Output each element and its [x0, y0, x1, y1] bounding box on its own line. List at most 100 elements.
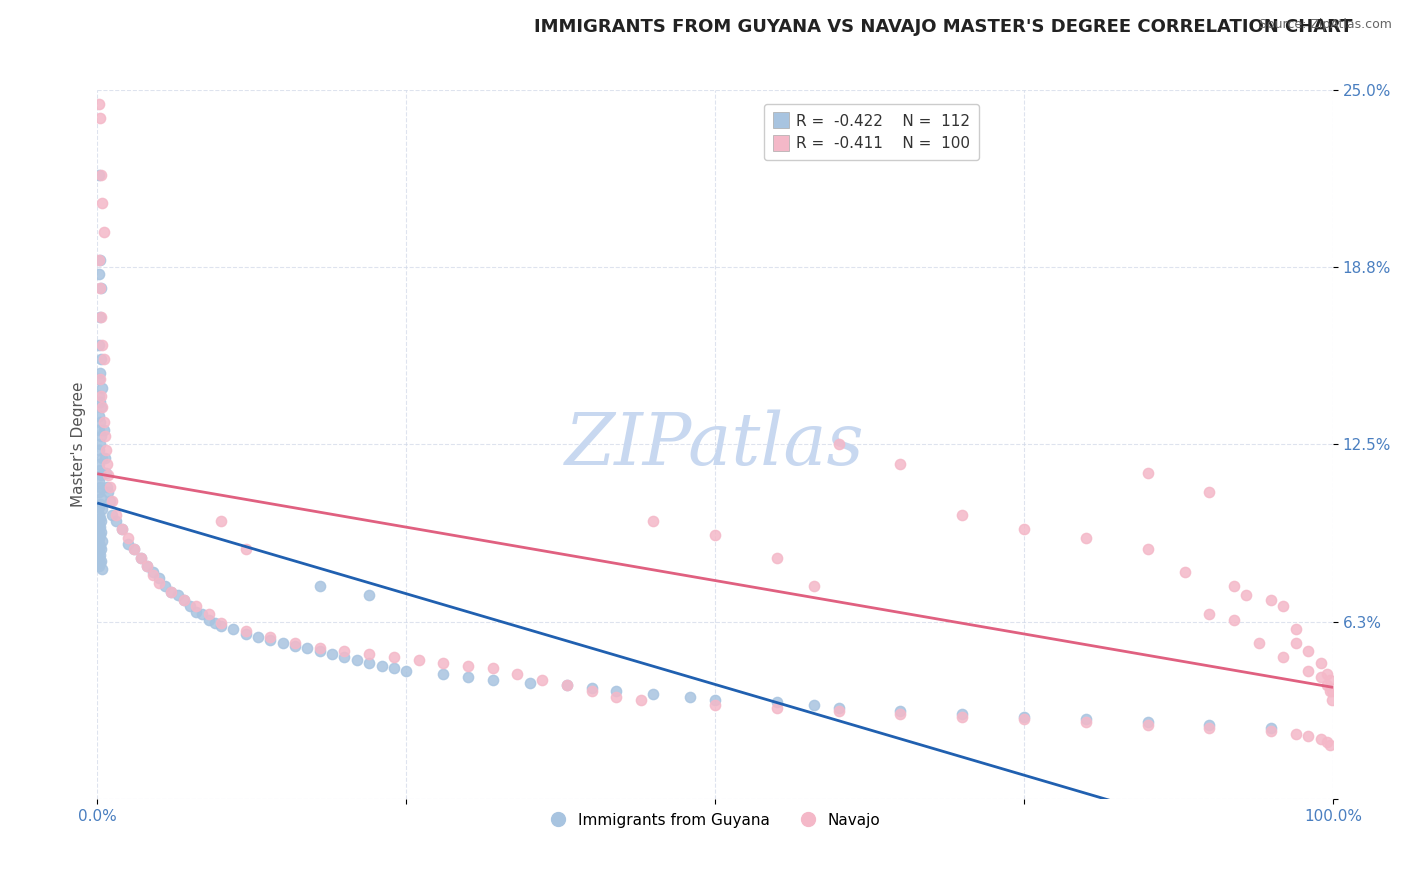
Point	[89, 519, 111, 533]
Point	[89, 511, 111, 525]
Point	[111, 522, 134, 536]
Point	[89, 497, 111, 511]
Point	[104, 514, 127, 528]
Point	[370, 658, 392, 673]
Point	[1316, 678, 1339, 692]
Point	[235, 542, 257, 557]
Point	[1319, 673, 1341, 687]
Point	[803, 698, 825, 713]
Point	[89, 528, 111, 542]
Point	[90, 514, 112, 528]
Point	[679, 690, 702, 704]
Point	[235, 624, 257, 639]
Point	[129, 550, 152, 565]
Point	[87, 442, 110, 457]
Point	[89, 394, 111, 409]
Point	[284, 639, 307, 653]
Point	[87, 500, 110, 514]
Point	[630, 692, 652, 706]
Point	[89, 367, 111, 381]
Point	[87, 168, 110, 182]
Point	[87, 474, 110, 488]
Point	[1272, 599, 1295, 613]
Point	[186, 605, 208, 619]
Point	[889, 704, 911, 718]
Point	[135, 559, 157, 574]
Point	[209, 619, 232, 633]
Point	[1272, 650, 1295, 665]
Point	[1296, 644, 1319, 658]
Point	[1320, 692, 1343, 706]
Point	[382, 661, 405, 675]
Point	[87, 338, 110, 352]
Point	[346, 653, 368, 667]
Point	[1074, 531, 1097, 545]
Point	[1074, 713, 1097, 727]
Point	[828, 701, 851, 715]
Point	[89, 281, 111, 295]
Point	[828, 437, 851, 451]
Point	[94, 442, 117, 457]
Point	[160, 584, 183, 599]
Point	[90, 468, 112, 483]
Point	[1309, 656, 1331, 670]
Point	[173, 593, 195, 607]
Point	[93, 423, 115, 437]
Point	[87, 96, 110, 111]
Point	[1296, 730, 1319, 744]
Point	[209, 514, 232, 528]
Point	[96, 480, 118, 494]
Point	[1074, 715, 1097, 730]
Point	[1319, 738, 1341, 752]
Point	[148, 571, 170, 585]
Point	[87, 559, 110, 574]
Point	[166, 588, 188, 602]
Point	[246, 630, 269, 644]
Point	[101, 508, 124, 523]
Point	[889, 457, 911, 471]
Point	[1285, 636, 1308, 650]
Point	[160, 584, 183, 599]
Point	[1198, 718, 1220, 732]
Point	[94, 451, 117, 466]
Point	[87, 389, 110, 403]
Point	[950, 709, 973, 723]
Point	[91, 562, 114, 576]
Point	[950, 508, 973, 523]
Point	[605, 684, 627, 698]
Point	[359, 656, 381, 670]
Point	[98, 494, 121, 508]
Point	[87, 372, 110, 386]
Point	[1320, 684, 1343, 698]
Point	[173, 593, 195, 607]
Point	[1285, 726, 1308, 740]
Point	[481, 661, 503, 675]
Point	[91, 502, 114, 516]
Point	[1316, 735, 1339, 749]
Point	[87, 423, 110, 437]
Point	[197, 607, 219, 622]
Point	[395, 664, 418, 678]
Point	[308, 641, 330, 656]
Point	[1012, 522, 1035, 536]
Point	[91, 338, 114, 352]
Point	[481, 673, 503, 687]
Point	[179, 599, 201, 613]
Point	[359, 647, 381, 661]
Point	[87, 457, 110, 471]
Point	[117, 536, 139, 550]
Point	[889, 706, 911, 721]
Point	[1198, 721, 1220, 735]
Point	[89, 548, 111, 562]
Point	[259, 632, 281, 647]
Point	[204, 615, 226, 630]
Point	[98, 480, 121, 494]
Point	[432, 656, 454, 670]
Point	[1260, 723, 1282, 738]
Point	[209, 615, 232, 630]
Point	[90, 281, 112, 295]
Point	[1285, 622, 1308, 636]
Point	[97, 468, 120, 483]
Point	[333, 644, 356, 658]
Point	[1012, 709, 1035, 723]
